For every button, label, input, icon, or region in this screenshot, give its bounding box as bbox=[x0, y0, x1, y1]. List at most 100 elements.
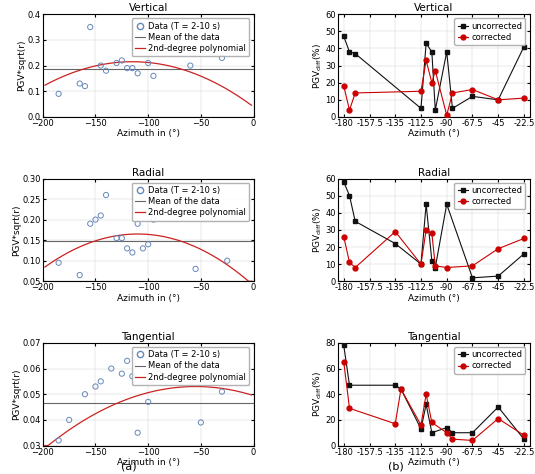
corrected bbox=[423, 227, 430, 233]
uncorrected bbox=[418, 426, 424, 432]
Legend: uncorrected, corrected: uncorrected, corrected bbox=[455, 347, 525, 374]
Line: corrected: corrected bbox=[341, 228, 526, 270]
uncorrected bbox=[521, 44, 527, 50]
uncorrected bbox=[392, 241, 399, 246]
corrected bbox=[418, 89, 424, 94]
Point bbox=[218, 388, 226, 395]
uncorrected bbox=[469, 275, 476, 281]
corrected bbox=[429, 230, 435, 236]
Point bbox=[102, 67, 110, 74]
uncorrected bbox=[352, 51, 358, 56]
Point bbox=[86, 23, 95, 31]
Point bbox=[186, 62, 195, 69]
corrected bbox=[444, 264, 450, 270]
uncorrected bbox=[444, 425, 450, 430]
corrected bbox=[495, 246, 501, 252]
Point bbox=[133, 70, 142, 77]
Legend: uncorrected, corrected: uncorrected, corrected bbox=[455, 182, 525, 210]
uncorrected bbox=[346, 383, 353, 388]
corrected bbox=[429, 80, 435, 85]
uncorrected bbox=[495, 404, 501, 410]
uncorrected bbox=[423, 201, 430, 207]
uncorrected bbox=[392, 383, 399, 388]
corrected bbox=[521, 95, 527, 101]
Text: (b): (b) bbox=[388, 461, 404, 471]
Point bbox=[75, 80, 84, 87]
Y-axis label: PGV$_{\mathregular{diff}}$(%): PGV$_{\mathregular{diff}}$(%) bbox=[311, 207, 324, 253]
corrected bbox=[398, 386, 404, 392]
uncorrected bbox=[423, 40, 430, 46]
corrected bbox=[423, 58, 430, 64]
uncorrected bbox=[418, 261, 424, 267]
Point bbox=[112, 59, 121, 67]
Y-axis label: PGV$_{\mathregular{diff}}$(%): PGV$_{\mathregular{diff}}$(%) bbox=[311, 371, 324, 417]
uncorrected bbox=[341, 343, 347, 348]
X-axis label: Azimuth (°): Azimuth (°) bbox=[408, 458, 460, 467]
Point bbox=[218, 54, 226, 62]
corrected bbox=[392, 421, 399, 427]
Point bbox=[128, 249, 136, 256]
uncorrected bbox=[444, 201, 450, 207]
Point bbox=[144, 398, 152, 406]
Point bbox=[55, 437, 63, 444]
X-axis label: Azimuth (°): Azimuth (°) bbox=[408, 129, 460, 138]
Point bbox=[149, 216, 158, 223]
corrected bbox=[423, 392, 430, 397]
Point bbox=[123, 64, 132, 72]
uncorrected bbox=[449, 106, 456, 111]
uncorrected bbox=[444, 49, 450, 55]
Title: Radial: Radial bbox=[418, 168, 450, 178]
corrected bbox=[341, 83, 347, 89]
uncorrected bbox=[398, 386, 404, 392]
corrected bbox=[341, 234, 347, 239]
Title: Radial: Radial bbox=[132, 168, 164, 178]
Point bbox=[96, 378, 105, 385]
Line: corrected: corrected bbox=[341, 58, 526, 118]
uncorrected bbox=[495, 97, 501, 103]
uncorrected bbox=[432, 264, 439, 270]
Point bbox=[118, 234, 126, 242]
Legend: Data (T = 2-10 s), Mean of the data, 2nd-degree polynomial: Data (T = 2-10 s), Mean of the data, 2nd… bbox=[132, 182, 249, 220]
Point bbox=[128, 373, 136, 380]
Legend: Data (T = 2-10 s), Mean of the data, 2nd-degree polynomial: Data (T = 2-10 s), Mean of the data, 2nd… bbox=[132, 18, 249, 56]
corrected bbox=[346, 260, 353, 265]
Point bbox=[81, 82, 89, 90]
Line: uncorrected: uncorrected bbox=[341, 343, 526, 442]
Point bbox=[118, 370, 126, 377]
Legend: uncorrected, corrected: uncorrected, corrected bbox=[455, 18, 525, 45]
corrected bbox=[495, 416, 501, 421]
uncorrected bbox=[429, 258, 435, 264]
uncorrected bbox=[346, 193, 353, 199]
X-axis label: Azimuth (°): Azimuth (°) bbox=[408, 294, 460, 303]
corrected bbox=[444, 430, 450, 436]
corrected bbox=[341, 359, 347, 365]
uncorrected bbox=[469, 430, 476, 436]
Point bbox=[133, 429, 142, 437]
Point bbox=[91, 383, 100, 390]
corrected bbox=[432, 263, 439, 269]
uncorrected bbox=[423, 401, 430, 407]
corrected bbox=[469, 87, 476, 92]
Line: uncorrected: uncorrected bbox=[341, 180, 526, 280]
corrected bbox=[521, 432, 527, 438]
corrected bbox=[352, 90, 358, 96]
corrected bbox=[521, 236, 527, 241]
X-axis label: Azimuth in (°): Azimuth in (°) bbox=[117, 129, 180, 138]
Point bbox=[75, 271, 84, 279]
uncorrected bbox=[469, 93, 476, 99]
Text: (a): (a) bbox=[120, 461, 136, 471]
Legend: Data (T = 2-10 s), Mean of the data, 2nd-degree polynomial: Data (T = 2-10 s), Mean of the data, 2nd… bbox=[132, 347, 249, 385]
Point bbox=[96, 62, 105, 69]
Point bbox=[102, 191, 110, 199]
Y-axis label: PGV$_{\mathregular{diff}}$(%): PGV$_{\mathregular{diff}}$(%) bbox=[311, 43, 324, 89]
uncorrected bbox=[432, 107, 439, 113]
corrected bbox=[449, 436, 456, 442]
Point bbox=[81, 391, 89, 398]
Title: Vertical: Vertical bbox=[128, 3, 168, 13]
Y-axis label: PGV*sqrt(r): PGV*sqrt(r) bbox=[12, 204, 21, 255]
Point bbox=[144, 240, 152, 248]
Point bbox=[86, 220, 95, 228]
corrected bbox=[495, 97, 501, 103]
X-axis label: Azimuth in (°): Azimuth in (°) bbox=[117, 294, 180, 303]
Point bbox=[196, 419, 205, 426]
